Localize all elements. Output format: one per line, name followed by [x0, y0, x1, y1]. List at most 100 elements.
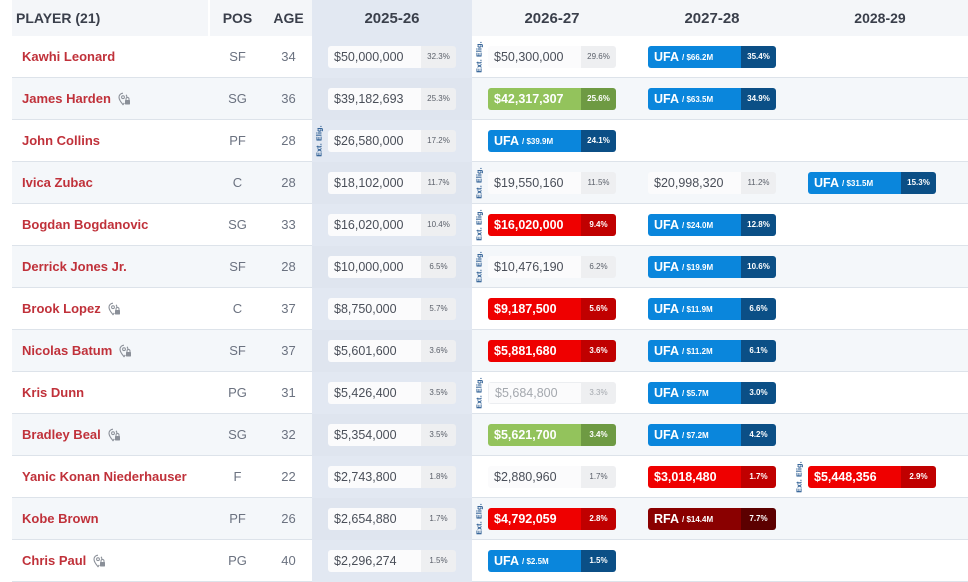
header-season-2026-27[interactable]: 2026-27 [472, 0, 632, 36]
cap-percentage: 11.7% [421, 171, 456, 194]
free-agency-badge[interactable]: RFA / $14.4M 7.7% [648, 507, 776, 530]
header-season-2027-28[interactable]: 2027-28 [632, 0, 792, 36]
player-cell: John Collins [12, 133, 210, 148]
salary-pill[interactable]: $5,448,356 2.9% [808, 465, 936, 488]
free-agency-badge[interactable]: UFA / $19.9M 10.6% [648, 255, 776, 278]
salary-pill[interactable]: $39,182,693 25.3% [328, 87, 456, 110]
cap-percentage: 11.2% [741, 171, 776, 194]
salary-pill[interactable]: $3,018,480 1.7% [648, 465, 776, 488]
player-cell: Bogdan Bogdanovic [12, 217, 210, 232]
age-cell: 37 [281, 301, 296, 316]
salary-pill[interactable]: $19,550,160 11.5% [488, 171, 616, 194]
free-agency-badge[interactable]: UFA / $63.5M 34.9% [648, 87, 776, 110]
table-row: Chris Paul PG 40 $2,296,274 1.5% UFA / $2.… [12, 539, 968, 582]
salary-pill[interactable]: $5,684,800 3.3% [488, 381, 616, 404]
salary-value: $50,300,000 [488, 45, 581, 68]
salary-pill[interactable]: $4,792,059 2.8% [488, 507, 616, 530]
salary-pill[interactable]: $18,102,000 11.7% [328, 171, 456, 194]
salary-cell-2027-28: UFA / $11.2M 6.1% [632, 330, 792, 372]
salary-pill[interactable]: $16,020,000 9.4% [488, 213, 616, 236]
free-agency-label: UFA / $66.2M [648, 45, 741, 68]
salary-value: $4,792,059 [488, 507, 581, 530]
header-pos[interactable]: POS [210, 0, 265, 36]
salary-value: $2,743,800 [328, 465, 421, 488]
salary-cell-2026-27: Ext. Elig. $16,020,000 9.4% [472, 204, 632, 246]
free-agency-badge[interactable]: UFA / $66.2M 35.4% [648, 45, 776, 68]
free-agency-badge[interactable]: UFA / $5.7M 3.0% [648, 381, 776, 404]
header-season-2025-26[interactable]: 2025-26 [312, 0, 472, 36]
salary-value: $9,187,500 [488, 297, 581, 320]
salary-cell-2026-27: Ext. Elig. $50,300,000 29.6% [472, 36, 632, 78]
player-name-link[interactable]: James Harden [22, 91, 111, 106]
salary-cell-2028-29 [792, 414, 968, 456]
free-agency-badge[interactable]: UFA / $31.5M 15.3% [808, 171, 936, 194]
salary-cell-2027-28: UFA / $66.2M 35.4% [632, 36, 792, 78]
salary-cell-2025-26: $50,000,000 32.3% [312, 35, 472, 78]
player-name-link[interactable]: Bogdan Bogdanovic [22, 217, 149, 232]
salary-pill[interactable]: $5,354,000 3.5% [328, 423, 456, 446]
salary-pill[interactable]: $42,317,307 25.6% [488, 87, 616, 110]
salary-pill[interactable]: $10,000,000 6.5% [328, 255, 456, 278]
header-age[interactable]: AGE [265, 0, 312, 36]
free-agency-badge[interactable]: UFA / $7.2M 4.2% [648, 423, 776, 446]
player-name-link[interactable]: Yanic Konan Niederhauser [22, 469, 187, 484]
salary-pill[interactable]: $5,621,700 3.4% [488, 423, 616, 446]
player-name-link[interactable]: John Collins [22, 133, 100, 148]
cap-percentage: 3.5% [421, 381, 456, 404]
position-cell: SG [228, 91, 247, 106]
extension-eligible-label: Ext. Elig. [476, 166, 484, 199]
cap-percentage: 25.3% [421, 87, 456, 110]
player-name-link[interactable]: Brook Lopez [22, 301, 101, 316]
player-name-link[interactable]: Kobe Brown [22, 511, 99, 526]
salary-pill[interactable]: $2,654,880 1.7% [328, 507, 456, 530]
cap-percentage: 9.4% [581, 213, 616, 236]
salary-pill[interactable]: $50,300,000 29.6% [488, 45, 616, 68]
salary-pill[interactable]: $9,187,500 5.6% [488, 297, 616, 320]
player-name-link[interactable]: Ivica Zubac [22, 175, 93, 190]
free-agency-badge[interactable]: UFA / $24.0M 12.8% [648, 213, 776, 236]
salary-pill[interactable]: $5,601,600 3.6% [328, 339, 456, 362]
salary-pill[interactable]: $16,020,000 10.4% [328, 213, 456, 236]
salary-value: $5,684,800 [488, 381, 581, 404]
salary-pill[interactable]: $2,880,960 1.7% [488, 465, 616, 488]
age-cell: 32 [281, 427, 296, 442]
player-name-link[interactable]: Derrick Jones Jr. [22, 259, 127, 274]
free-agency-badge[interactable]: UFA / $11.9M 6.6% [648, 297, 776, 320]
header-season-2028-29[interactable]: 2028-29 [792, 0, 968, 36]
player-name-link[interactable]: Chris Paul [22, 553, 87, 568]
player-name-link[interactable]: Kawhi Leonard [22, 49, 116, 64]
salary-pill[interactable]: $2,296,274 1.5% [328, 549, 456, 572]
cap-percentage: 3.4% [581, 423, 616, 446]
free-agency-badge[interactable]: UFA / $39.9M 24.1% [488, 129, 616, 152]
age-cell: 33 [281, 217, 296, 232]
salary-pill[interactable]: $2,743,800 1.8% [328, 465, 456, 488]
extension-eligible-label: Ext. Elig. [476, 376, 484, 409]
player-name-link[interactable]: Kris Dunn [22, 385, 85, 400]
contracts-table: PLAYER (21) POS AGE 2025-26 2026-27 2027… [12, 0, 968, 582]
cap-hold-value: / $2.5M [522, 557, 549, 566]
cap-hold-value: / $11.2M [682, 347, 713, 356]
salary-value: $3,018,480 [648, 465, 741, 488]
salary-pill[interactable]: $20,998,320 11.2% [648, 171, 776, 194]
salary-pill[interactable]: $50,000,000 32.3% [328, 45, 456, 68]
salary-cell-2025-26: $5,354,000 3.5% [312, 413, 472, 456]
free-agency-badge[interactable]: UFA / $2.5M 1.5% [488, 549, 616, 572]
free-agency-badge[interactable]: UFA / $11.2M 6.1% [648, 339, 776, 362]
salary-pill[interactable]: $8,750,000 5.7% [328, 297, 456, 320]
salary-pill[interactable]: $5,881,680 3.6% [488, 339, 616, 362]
table-row: Nicolas Batum SF 37 $5,601,600 3.6% $5,88… [12, 329, 968, 372]
cap-percentage: 6.1% [741, 339, 776, 362]
table-row: Bogdan Bogdanovic SG 33 $16,020,000 10.4%… [12, 203, 968, 246]
position-cell: PF [229, 511, 246, 526]
player-name-link[interactable]: Bradley Beal [22, 427, 101, 442]
free-agency-label: UFA / $19.9M [648, 255, 741, 278]
salary-pill[interactable]: $5,426,400 3.5% [328, 381, 456, 404]
salary-pill[interactable]: $10,476,190 6.2% [488, 255, 616, 278]
player-name-link[interactable]: Nicolas Batum [22, 343, 113, 358]
player-cell: Ivica Zubac [12, 175, 210, 190]
header-player[interactable]: PLAYER (21) [12, 0, 210, 36]
player-cell: Kris Dunn [12, 385, 210, 400]
table-row: James Harden SG 36 $39,182,693 25.3% $42,… [12, 77, 968, 120]
salary-pill[interactable]: $26,580,000 17.2% [328, 129, 456, 152]
cap-percentage: 1.7% [741, 465, 776, 488]
